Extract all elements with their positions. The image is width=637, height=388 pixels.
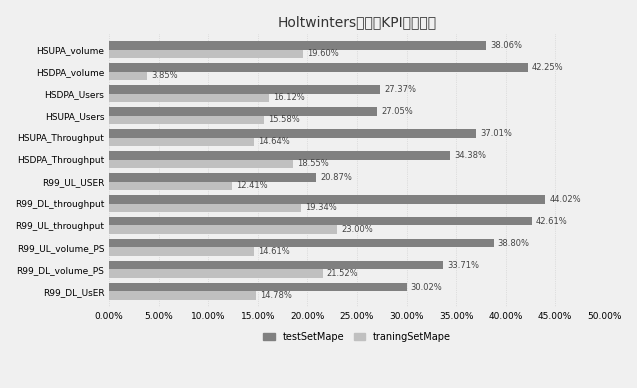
Text: 16.12%: 16.12% bbox=[273, 94, 304, 102]
Bar bbox=[109, 72, 147, 80]
Bar bbox=[109, 42, 487, 50]
Text: 19.34%: 19.34% bbox=[305, 203, 336, 212]
Text: 14.64%: 14.64% bbox=[258, 137, 290, 146]
Bar bbox=[109, 283, 407, 291]
Bar bbox=[109, 239, 494, 248]
Bar bbox=[109, 50, 303, 58]
Bar bbox=[109, 195, 545, 204]
Bar bbox=[109, 248, 254, 256]
Text: 37.01%: 37.01% bbox=[480, 129, 512, 138]
Text: 20.87%: 20.87% bbox=[320, 173, 352, 182]
Bar bbox=[109, 204, 301, 212]
Text: 15.58%: 15.58% bbox=[268, 115, 299, 124]
Text: 42.25%: 42.25% bbox=[532, 63, 564, 72]
Text: 38.06%: 38.06% bbox=[490, 41, 522, 50]
Bar bbox=[109, 159, 293, 168]
Text: 27.05%: 27.05% bbox=[382, 107, 413, 116]
Text: 18.55%: 18.55% bbox=[297, 159, 329, 168]
Text: 34.38%: 34.38% bbox=[454, 151, 486, 160]
Bar bbox=[109, 269, 322, 278]
Bar bbox=[109, 63, 528, 72]
Text: 23.00%: 23.00% bbox=[341, 225, 373, 234]
Title: Holtwinters算法在KPI下误差率: Holtwinters算法在KPI下误差率 bbox=[278, 15, 436, 29]
Text: 27.37%: 27.37% bbox=[385, 85, 417, 94]
Bar bbox=[109, 173, 316, 182]
Bar bbox=[109, 94, 269, 102]
Text: 21.52%: 21.52% bbox=[327, 269, 358, 278]
Bar bbox=[109, 107, 377, 116]
Bar bbox=[109, 261, 443, 269]
Bar bbox=[109, 85, 380, 94]
Text: 33.71%: 33.71% bbox=[447, 261, 479, 270]
Bar bbox=[109, 225, 337, 234]
Bar bbox=[109, 129, 476, 138]
Bar bbox=[109, 151, 450, 159]
Text: 19.60%: 19.60% bbox=[308, 49, 339, 58]
Text: 12.41%: 12.41% bbox=[236, 181, 268, 190]
Text: 42.61%: 42.61% bbox=[536, 217, 567, 226]
Text: 38.80%: 38.80% bbox=[497, 239, 530, 248]
Text: 30.02%: 30.02% bbox=[411, 283, 443, 292]
Bar bbox=[109, 291, 255, 300]
Bar bbox=[109, 138, 254, 146]
Legend: testSetMape, traningSetMape: testSetMape, traningSetMape bbox=[259, 328, 455, 345]
Text: 44.02%: 44.02% bbox=[550, 195, 581, 204]
Text: 14.61%: 14.61% bbox=[258, 247, 290, 256]
Bar bbox=[109, 217, 531, 225]
Bar bbox=[109, 116, 264, 124]
Text: 14.78%: 14.78% bbox=[260, 291, 292, 300]
Text: 3.85%: 3.85% bbox=[152, 71, 178, 80]
Bar bbox=[109, 182, 233, 190]
